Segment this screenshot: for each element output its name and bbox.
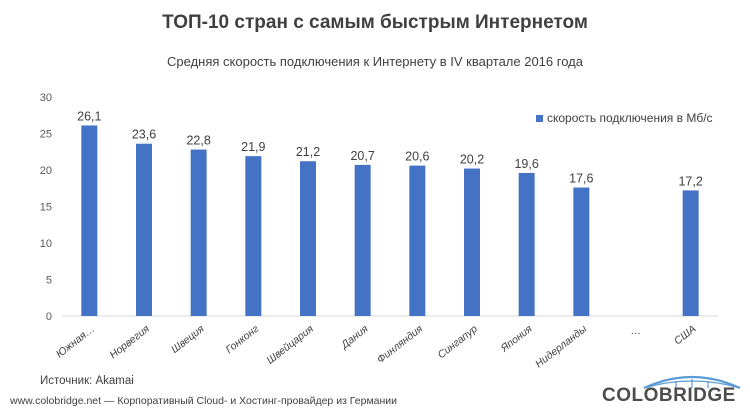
x-tick-label: США bbox=[672, 323, 699, 347]
x-tick-label: Швеция bbox=[169, 323, 207, 356]
data-label: 23,6 bbox=[132, 128, 156, 142]
chart-title: ТОП-10 стран с самым быстрым Интернетом bbox=[162, 12, 588, 33]
bridge-arc-icon bbox=[643, 375, 741, 390]
data-label: 20,6 bbox=[405, 150, 429, 164]
colobridge-logo: COLOBRIDGE bbox=[600, 372, 745, 408]
x-tick-label: Япония bbox=[498, 323, 535, 355]
data-label: 17,6 bbox=[569, 172, 593, 186]
bar bbox=[573, 187, 590, 316]
x-tick-label: Сингапур bbox=[436, 323, 480, 361]
bar bbox=[409, 165, 426, 316]
y-tick-label: 25 bbox=[40, 129, 52, 141]
bar bbox=[300, 161, 316, 316]
data-label: 17,2 bbox=[678, 174, 702, 188]
footer-note: www.colobridge.net — Корпоративный Cloud… bbox=[10, 395, 398, 407]
data-label: 22,8 bbox=[186, 134, 210, 148]
logo-text: COLOBRIDGE bbox=[602, 385, 736, 406]
bar bbox=[190, 149, 207, 316]
data-label: 20,7 bbox=[350, 149, 374, 163]
data-label: 26,1 bbox=[77, 109, 101, 123]
x-tick-label: Нидерланды bbox=[533, 323, 589, 371]
bar bbox=[518, 172, 535, 316]
y-tick-label: 15 bbox=[40, 202, 52, 214]
bar bbox=[81, 125, 98, 316]
bar bbox=[682, 190, 699, 316]
data-label: 21,9 bbox=[241, 140, 265, 154]
x-tick-label: … bbox=[631, 325, 642, 337]
y-tick-label: 10 bbox=[40, 238, 52, 250]
data-label: 20,2 bbox=[460, 153, 484, 167]
y-tick-label: 5 bbox=[46, 275, 52, 287]
data-label: 19,6 bbox=[514, 157, 538, 171]
legend-label: скорость подключения в Мб/с bbox=[547, 111, 713, 125]
x-tick-label: Дания bbox=[338, 323, 370, 352]
y-tick-label: 20 bbox=[40, 165, 52, 177]
data-label: 21,2 bbox=[296, 145, 320, 159]
x-tick-label: Финляндия bbox=[375, 323, 426, 366]
chart-subtitle: Средняя скорость подключения к Интернету… bbox=[167, 54, 583, 69]
y-tick-label: 0 bbox=[46, 311, 52, 323]
x-tick-label: Гонконг bbox=[223, 323, 261, 356]
bar bbox=[245, 156, 262, 316]
bar bbox=[136, 143, 152, 316]
y-tick-label: 30 bbox=[40, 92, 52, 104]
x-tick-label: Норвегия bbox=[107, 323, 152, 362]
x-tick-label: Южная… bbox=[54, 323, 97, 361]
x-tick-label: Швейцария bbox=[264, 323, 316, 367]
bar bbox=[464, 168, 480, 316]
source-note: Источник: Akamai bbox=[40, 375, 134, 387]
legend-swatch bbox=[536, 115, 543, 122]
bar bbox=[354, 164, 371, 316]
